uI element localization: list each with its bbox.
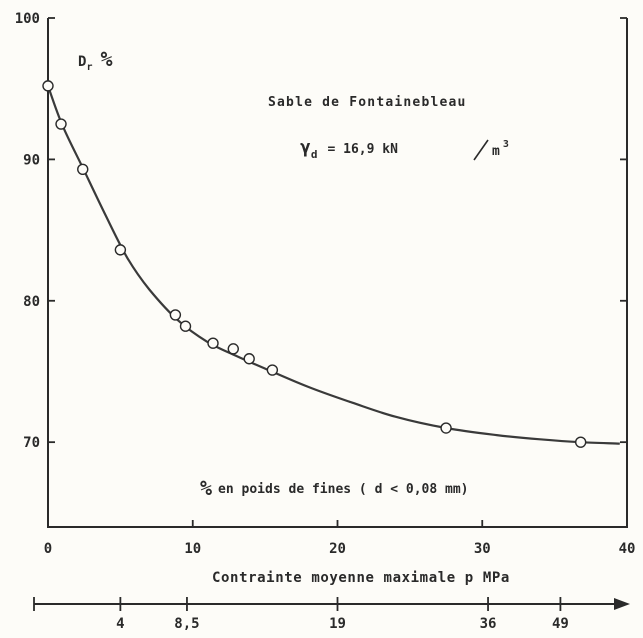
y-tick-label: 80 (23, 294, 40, 310)
formula-slash (473, 139, 489, 161)
annotation-formula: γd = 16,9 kN (300, 137, 398, 161)
annotation-title: Sable de Fontainebleau (268, 95, 467, 110)
y-axis-label-sub: r (86, 62, 92, 73)
y-tick-label: 100 (15, 11, 40, 27)
y-axis-label-main: D (78, 54, 86, 70)
x-tick-label: 40 (619, 541, 636, 557)
data-point (243, 353, 255, 365)
pressure-axis: 4 8,5 19 36 49 (33, 597, 630, 632)
formula-unit-exp: 3 (503, 139, 509, 150)
data-point (266, 364, 279, 376)
x-tick-label: 20 (329, 541, 346, 557)
y-ticks: 70 80 90 100 (15, 11, 627, 451)
pressure-axis-arrow (614, 598, 630, 610)
pressure-tick-label: 4 (116, 616, 124, 632)
data-point (207, 337, 219, 349)
x-ticks: 0 10 20 30 40 (44, 520, 636, 557)
data-point (77, 163, 89, 175)
gamma-sub: d (311, 148, 318, 161)
pressure-tick-label: 19 (329, 616, 346, 632)
data-point (574, 436, 587, 448)
pressure-axis-label: Contrainte moyenne maximale p MPa (212, 570, 510, 586)
formula-value: = 16,9 kN (327, 142, 398, 157)
data-point (114, 244, 127, 256)
data-point (55, 118, 67, 130)
y-tick-label: 90 (23, 152, 40, 168)
data-point (42, 80, 54, 92)
data-points (42, 80, 587, 448)
pressure-tick-label: 49 (552, 616, 569, 632)
x-tick-label: 10 (184, 541, 201, 557)
y-tick-label: 70 (23, 435, 40, 451)
gamma-symbol: γ (300, 137, 311, 158)
y-axis-label-unit: % (100, 47, 112, 71)
pressure-tick-label: 36 (480, 616, 497, 632)
data-point (440, 422, 452, 434)
x-tick-label: 0 (44, 541, 52, 557)
x-tick-label: 30 (474, 541, 491, 557)
data-point (227, 343, 239, 355)
x-axis-label-text: en poids de fines ( d < 0,08 mm) (218, 482, 468, 497)
y-axis-label: Dr% (78, 47, 113, 73)
pressure-tick-label: 8,5 (174, 616, 199, 632)
data-point (179, 320, 192, 332)
fit-curve (46, 85, 620, 445)
x-axis-label-unit: % (200, 476, 212, 500)
x-axis-label: % en poids de fines ( d < 0,08 mm) (200, 476, 469, 500)
formula-unit-m: m (492, 144, 500, 159)
data-point (169, 309, 182, 321)
